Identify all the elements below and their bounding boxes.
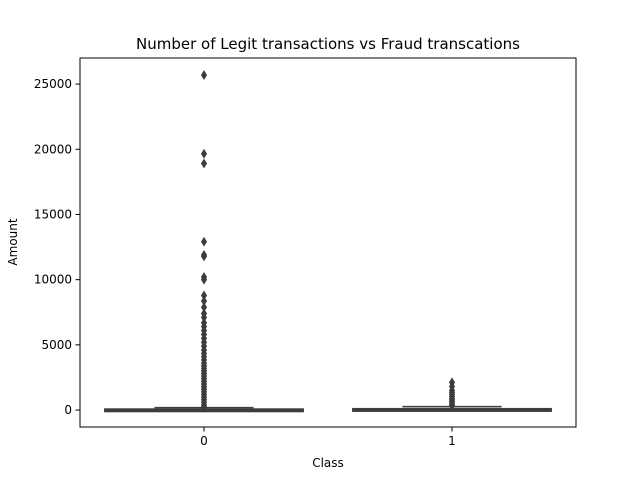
y-axis: 0 5000 10000 15000 20000 25000: [34, 77, 80, 417]
outlier-point-class-0-2: [200, 158, 208, 169]
x-tick-label-1: 1: [448, 434, 456, 448]
chart-title: Number of Legit transactions vs Fraud tr…: [136, 35, 520, 53]
y-tick-label-5000: 5000: [41, 338, 72, 352]
y-tick-label-25000: 25000: [34, 77, 72, 91]
outlier-point-class-0-7: [200, 274, 208, 285]
y-tick-label-15000: 15000: [34, 207, 72, 221]
plot-frame: [79, 57, 577, 428]
outlier-point-class-0-1: [200, 148, 208, 159]
x-tick-label-0: 0: [200, 434, 208, 448]
y-tick-label-10000: 10000: [34, 273, 72, 287]
outlier-point-class-0-41: [200, 401, 208, 412]
y-tick-label-0: 0: [64, 403, 72, 417]
box-class-1: [352, 377, 552, 412]
outlier-point-class-1-11: [448, 400, 456, 411]
x-axis-label: Class: [312, 456, 344, 470]
outlier-point-class-0-0: [200, 70, 208, 81]
box-class-0: [104, 70, 304, 413]
plot-area: [104, 70, 552, 413]
outlier-point-class-0-3: [200, 236, 208, 247]
y-tick-label-20000: 20000: [34, 142, 72, 156]
outlier-point-class-0-5: [200, 251, 208, 262]
y-axis-label: Amount: [6, 218, 20, 265]
